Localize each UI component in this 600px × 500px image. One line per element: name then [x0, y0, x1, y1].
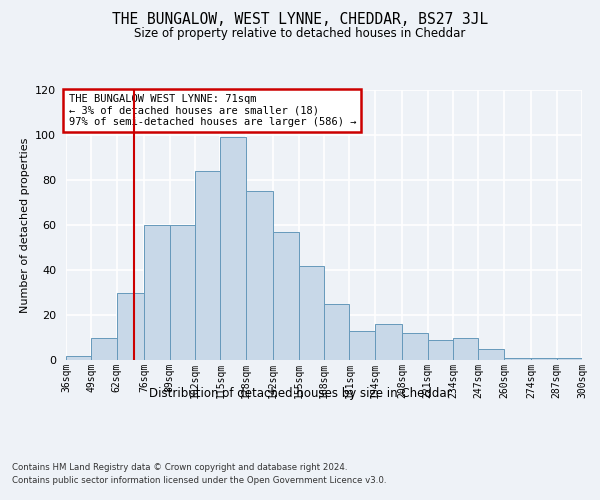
- Bar: [478, 349, 504, 360]
- Text: Distribution of detached houses by size in Cheddar: Distribution of detached houses by size …: [149, 388, 451, 400]
- Bar: [117, 292, 144, 360]
- Text: THE BUNGALOW WEST LYNNE: 71sqm
← 3% of detached houses are smaller (18)
97% of s: THE BUNGALOW WEST LYNNE: 71sqm ← 3% of d…: [68, 94, 356, 127]
- Bar: [428, 340, 453, 360]
- Bar: [144, 225, 170, 360]
- Bar: [273, 232, 299, 360]
- Bar: [66, 356, 91, 360]
- Text: Contains HM Land Registry data © Crown copyright and database right 2024.: Contains HM Land Registry data © Crown c…: [12, 462, 347, 471]
- Bar: [220, 137, 246, 360]
- Bar: [349, 331, 375, 360]
- Bar: [453, 338, 478, 360]
- Text: THE BUNGALOW, WEST LYNNE, CHEDDAR, BS27 3JL: THE BUNGALOW, WEST LYNNE, CHEDDAR, BS27 …: [112, 12, 488, 28]
- Y-axis label: Number of detached properties: Number of detached properties: [20, 138, 29, 312]
- Bar: [195, 171, 220, 360]
- Bar: [557, 358, 582, 360]
- Text: Contains public sector information licensed under the Open Government Licence v3: Contains public sector information licen…: [12, 476, 386, 485]
- Bar: [402, 333, 428, 360]
- Bar: [504, 358, 531, 360]
- Text: Size of property relative to detached houses in Cheddar: Size of property relative to detached ho…: [134, 28, 466, 40]
- Bar: [375, 324, 402, 360]
- Bar: [91, 338, 117, 360]
- Bar: [170, 225, 195, 360]
- Bar: [299, 266, 324, 360]
- Bar: [246, 191, 273, 360]
- Bar: [324, 304, 349, 360]
- Bar: [531, 358, 557, 360]
